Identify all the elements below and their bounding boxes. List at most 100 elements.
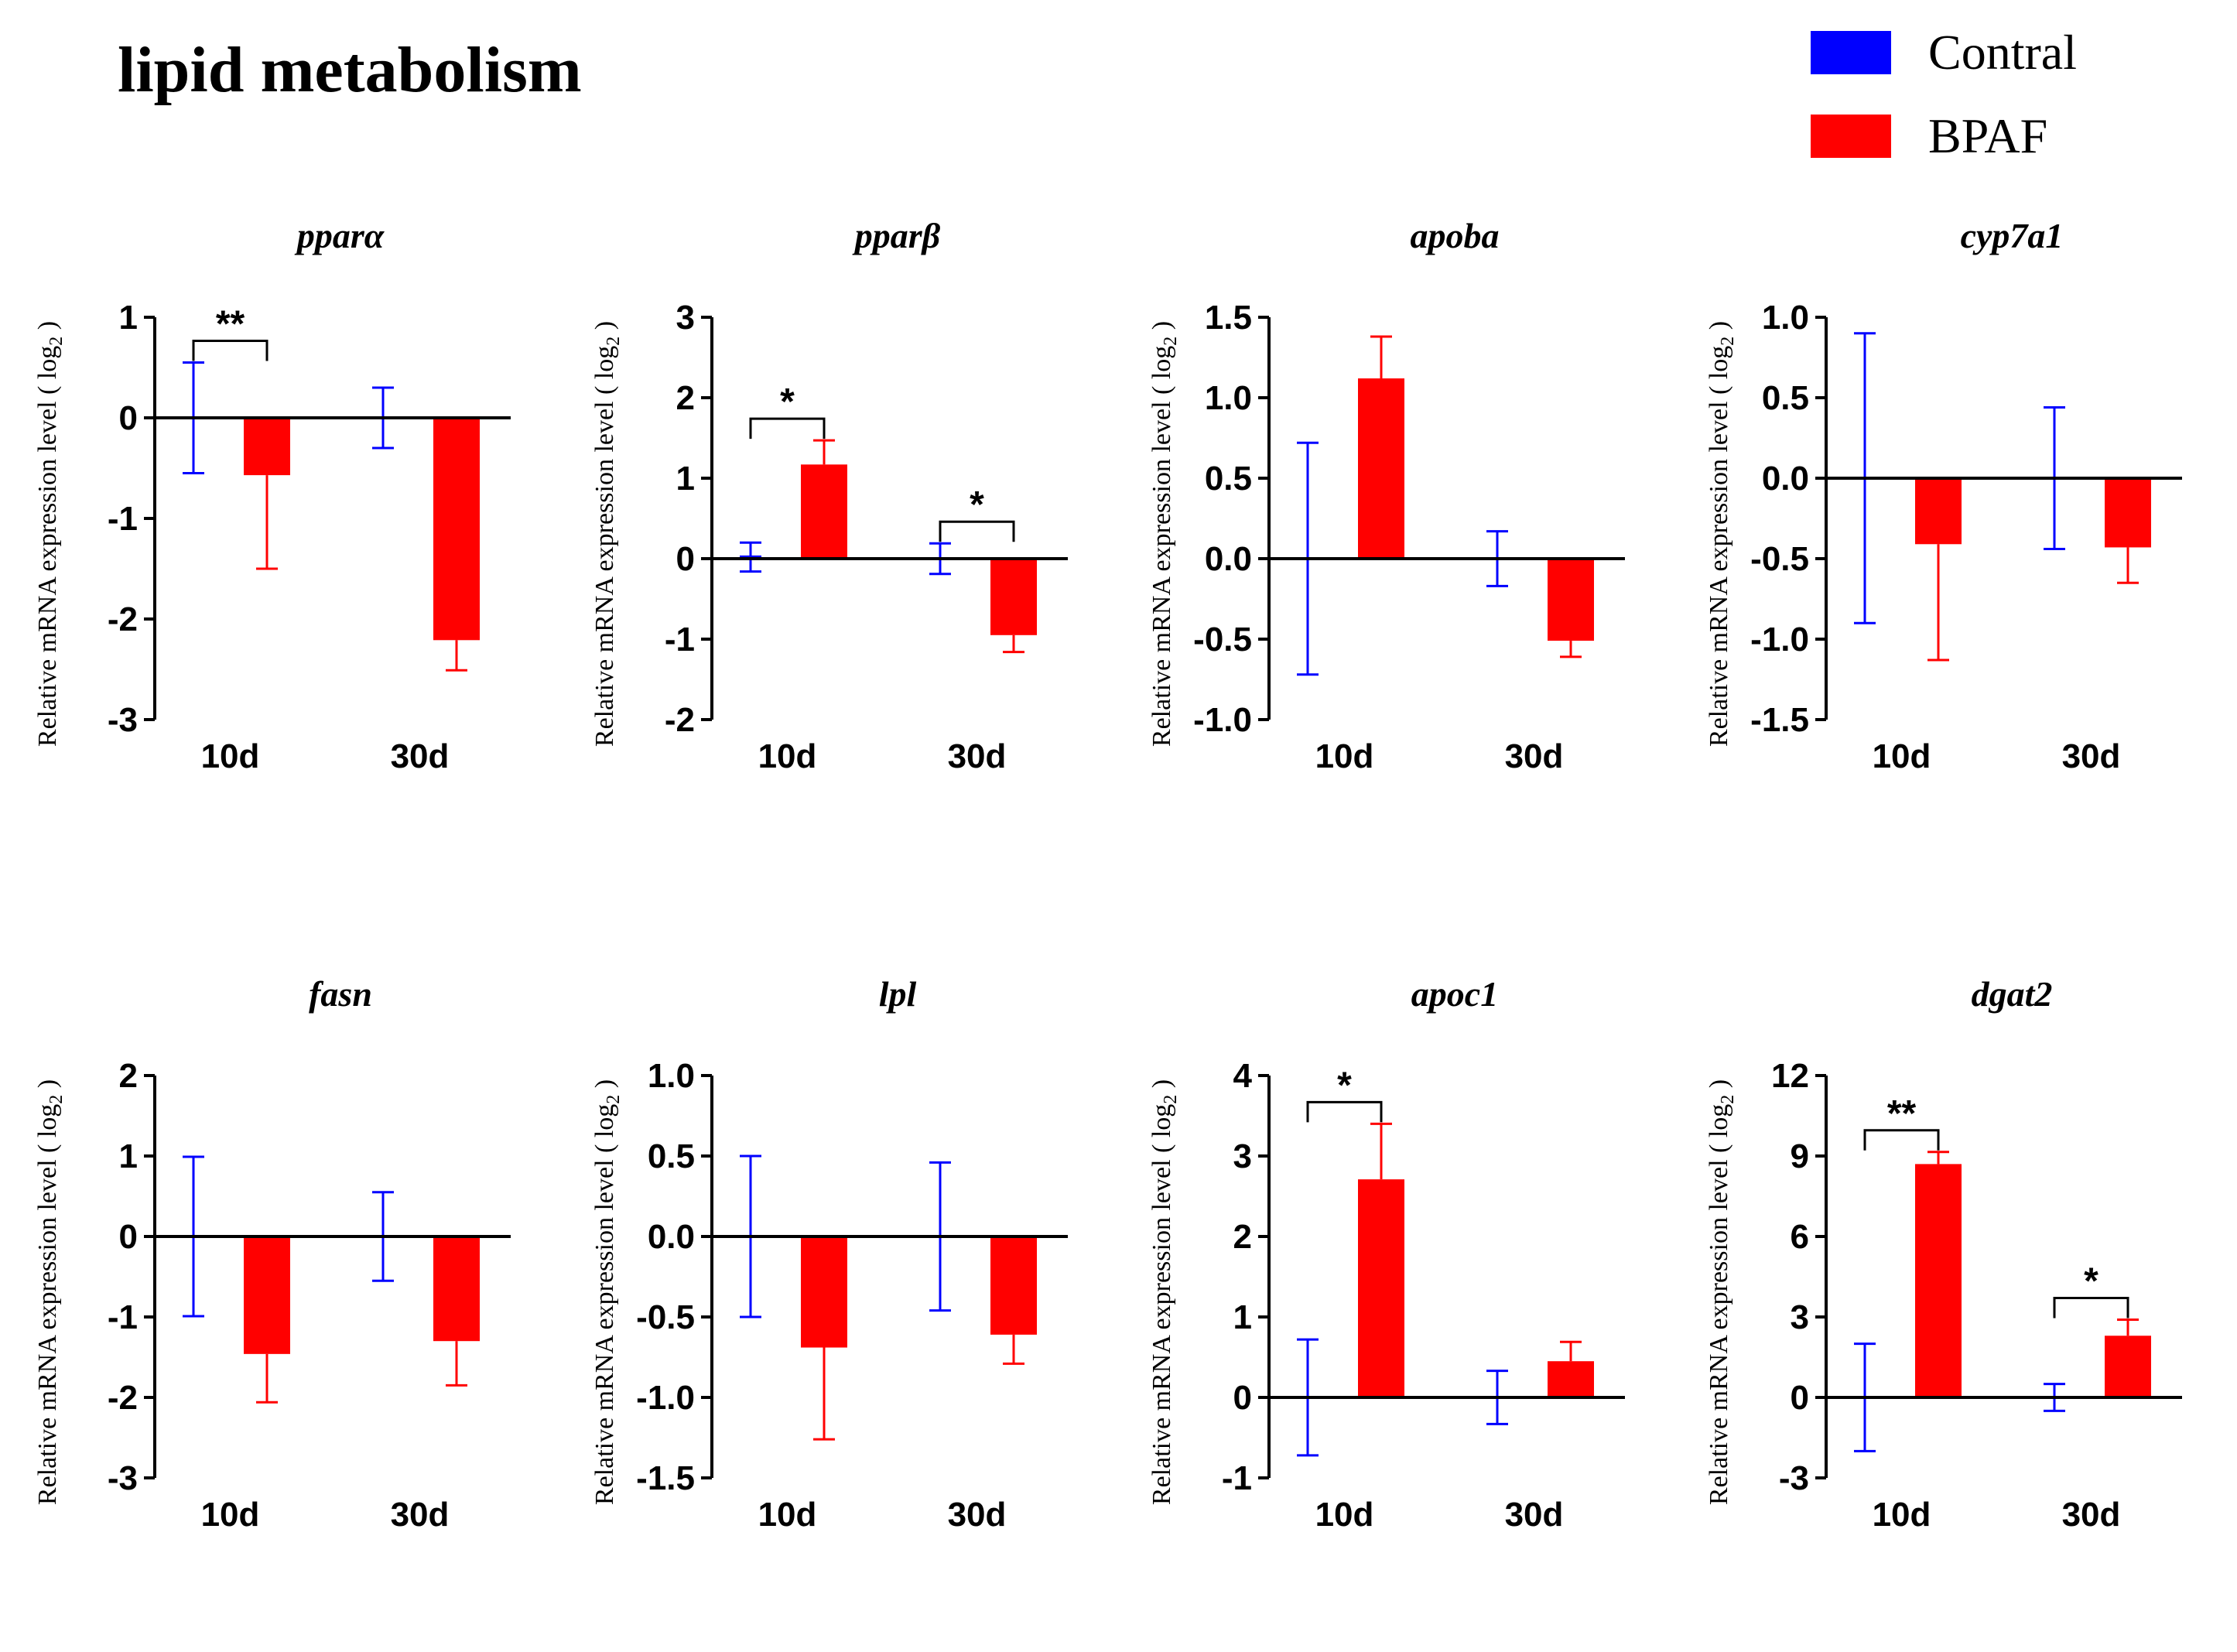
bar-bpaf-30d: [433, 1236, 480, 1342]
y-tick-label: -3: [1779, 1459, 1809, 1497]
chart-title: pparα: [294, 216, 385, 255]
y-tick-label: 1: [119, 299, 138, 337]
significance-bracket: [1863, 1129, 1940, 1151]
chart-title: cyp7a1: [1961, 216, 2064, 255]
bar-bpaf-10d: [1358, 378, 1404, 559]
x-tick-label: 30d: [2062, 737, 2121, 775]
legend-label-bpaf: BPAF: [1928, 108, 2048, 163]
x-tick-label: 30d: [948, 737, 1007, 775]
y-tick-label: -1: [108, 500, 138, 538]
y-axis-label: Relative mRNA expression level ( log2 ): [590, 1079, 624, 1505]
significance-label: *: [2084, 1260, 2098, 1301]
x-tick-label: 10d: [201, 737, 260, 775]
y-tick-label: 0.0: [1762, 460, 1809, 498]
y-tick-label: -1.5: [1750, 701, 1809, 739]
significance-bracket: [939, 520, 1015, 542]
y-tick-label: 1: [1233, 1298, 1252, 1336]
y-tick-label: 0.0: [1205, 540, 1252, 578]
bar-bpaf-10d: [244, 1236, 290, 1354]
significance-label: **: [216, 304, 245, 345]
y-tick-label: -1.0: [1750, 621, 1809, 658]
y-tick-label: -1.0: [636, 1379, 695, 1417]
bar-bpaf-10d: [801, 1236, 847, 1348]
y-tick-label: 1: [676, 460, 695, 498]
chart-panel-apoc1: apoc1 Relative mRNA expression level ( lo…: [1114, 952, 1656, 1648]
y-tick-label: 1.5: [1205, 299, 1252, 337]
significance-bracket: [192, 340, 269, 361]
x-tick-label: 30d: [391, 1496, 450, 1534]
y-tick-label: 6: [1791, 1218, 1809, 1256]
legend-item-bpaf: BPAF: [1811, 94, 2077, 178]
y-axis-label: Relative mRNA expression level ( log2 ): [1148, 1079, 1181, 1505]
y-tick-label: 0.0: [648, 1218, 695, 1256]
chart-panel-apoba: apoba Relative mRNA expression level ( lo…: [1114, 193, 1656, 890]
y-tick-label: 1.0: [648, 1057, 695, 1095]
x-tick-label: 10d: [1873, 1496, 1931, 1534]
y-tick-label: 0: [119, 399, 138, 437]
y-tick-label: -1.5: [636, 1459, 695, 1497]
chart-title: pparβ: [852, 216, 941, 255]
legend: Contral BPAF: [1811, 11, 2077, 178]
y-axis-label: Relative mRNA expression level ( log2 ): [1148, 321, 1181, 747]
bar-bpaf-10d: [1358, 1179, 1404, 1397]
chart-title: lpl: [879, 974, 917, 1014]
y-axis-label: Relative mRNA expression level ( log2 ): [590, 321, 624, 747]
y-tick-label: 2: [119, 1057, 138, 1095]
x-tick-label: 10d: [758, 737, 817, 775]
chart-panel-lpl: lpl Relative mRNA expression level ( log2…: [557, 952, 1099, 1648]
chart-svg: apoc1 Relative mRNA expression level ( lo…: [1148, 974, 1625, 1534]
chart-svg: cyp7a1 Relative mRNA expression level ( l…: [1705, 216, 2182, 775]
x-tick-label: 30d: [391, 737, 450, 775]
chart-svg: pparα Relative mRNA expression level ( lo…: [33, 216, 511, 775]
significance-bracket: [1306, 1100, 1383, 1123]
bar-bpaf-10d: [1915, 1164, 1962, 1397]
bar-bpaf-30d: [2105, 478, 2151, 548]
legend-item-control: Contral: [1811, 11, 2077, 94]
y-tick-label: 1.0: [1205, 379, 1252, 417]
x-tick-label: 10d: [1315, 1496, 1374, 1534]
significance-label: *: [1337, 1065, 1352, 1106]
significance-bracket: [749, 417, 826, 440]
x-tick-label: 10d: [758, 1496, 817, 1534]
chart-title: apoba: [1411, 216, 1500, 255]
y-tick-label: 1.0: [1762, 299, 1809, 337]
figure-title: lipid metabolism: [118, 34, 582, 106]
bar-bpaf-30d: [433, 418, 480, 641]
y-tick-label: 2: [676, 379, 695, 417]
y-tick-label: -0.5: [1750, 540, 1809, 578]
legend-label-control: Contral: [1928, 25, 2077, 80]
y-tick-label: 3: [1791, 1298, 1809, 1336]
chart-svg: dgat2 Relative mRNA expression level ( lo…: [1705, 974, 2182, 1534]
y-tick-label: 3: [1233, 1137, 1252, 1175]
y-tick-label: 0: [119, 1218, 138, 1256]
y-tick-label: -0.5: [1193, 621, 1252, 658]
chart-title: dgat2: [1972, 974, 2053, 1014]
y-tick-label: 12: [1771, 1057, 1809, 1095]
chart-svg: pparβ Relative mRNA expression level ( lo…: [590, 216, 1068, 775]
significance-bracket: [2053, 1296, 2129, 1319]
significance-label: *: [970, 484, 984, 525]
chart-panel-cyp7a1: cyp7a1 Relative mRNA expression level ( l…: [1671, 193, 2213, 890]
chart-title: apoc1: [1411, 974, 1498, 1014]
y-axis-label: Relative mRNA expression level ( log2 ): [1705, 321, 1738, 747]
y-tick-label: -1: [1222, 1459, 1252, 1497]
y-axis-label: Relative mRNA expression level ( log2 ): [1705, 1079, 1738, 1505]
chart-panel-fasn: fasn Relative mRNA expression level ( log…: [0, 952, 542, 1648]
bar-bpaf-30d: [2105, 1336, 2151, 1397]
y-tick-label: 4: [1233, 1057, 1253, 1095]
y-tick-label: 0.5: [1762, 379, 1809, 417]
y-tick-label: 9: [1791, 1137, 1809, 1175]
bar-bpaf-30d: [990, 1236, 1037, 1335]
chart-svg: fasn Relative mRNA expression level ( log…: [33, 974, 511, 1534]
legend-swatch-control: [1811, 31, 1891, 74]
x-tick-label: 10d: [1315, 737, 1374, 775]
x-tick-label: 10d: [1873, 737, 1931, 775]
chart-title: fasn: [309, 974, 372, 1014]
y-tick-label: 0: [676, 540, 695, 578]
y-tick-label: -2: [108, 1379, 138, 1417]
y-tick-label: -1: [108, 1298, 138, 1336]
x-tick-label: 30d: [948, 1496, 1007, 1534]
y-tick-label: -2: [665, 701, 695, 739]
y-tick-label: -2: [108, 600, 138, 638]
chart-svg: apoba Relative mRNA expression level ( lo…: [1148, 216, 1625, 775]
